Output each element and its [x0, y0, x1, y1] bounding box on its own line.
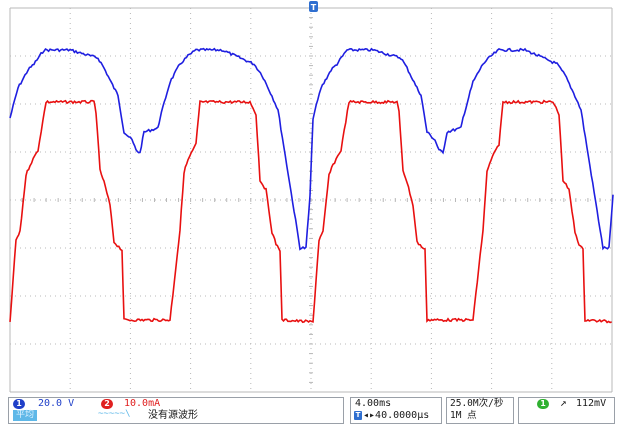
- position-arrow-icon: ◂▸: [363, 410, 376, 421]
- rising-edge-icon: ↗: [560, 396, 567, 409]
- status-bar: 1 20.0 V 2 10.0mA 平均 ~~~~~\ 没有源波形 4.00ms…: [0, 396, 619, 424]
- horizontal-position-value: 40.0000μs: [375, 410, 430, 421]
- waveform-display: T: [9, 1, 614, 393]
- horizontal-position[interactable]: ◂▸40.0000μs: [363, 410, 429, 421]
- trigger-position-icon: T: [354, 411, 362, 420]
- acquisition-box[interactable]: [446, 397, 514, 424]
- ch1-scale[interactable]: 20.0 V: [38, 398, 75, 409]
- ch1-badge[interactable]: 1: [13, 399, 25, 409]
- ch2-badge[interactable]: 2: [101, 399, 113, 409]
- trigger-level[interactable]: 112mV: [576, 398, 607, 409]
- trigger-position-marker[interactable]: T: [309, 1, 318, 12]
- ch2-scale[interactable]: 10.0mA: [124, 398, 161, 409]
- ch2-waveform: [9, 99, 612, 324]
- sample-rate: 25.0M次/秒: [450, 398, 504, 409]
- trigger-box[interactable]: [518, 397, 615, 424]
- math-label[interactable]: 平均: [13, 410, 38, 421]
- trigger-source-badge[interactable]: 1: [537, 399, 549, 409]
- ch1-waveform: [9, 47, 614, 251]
- no-source-message: 没有源波形: [148, 410, 198, 421]
- trigger-marker-label: T: [311, 3, 317, 12]
- record-length: 1M 点: [450, 410, 477, 421]
- channel-readout-box: [8, 397, 344, 424]
- graticule-grid: [9, 7, 613, 393]
- math-symbol: ~~~~~\: [98, 409, 131, 419]
- timebase-scale[interactable]: 4.00ms: [355, 398, 392, 409]
